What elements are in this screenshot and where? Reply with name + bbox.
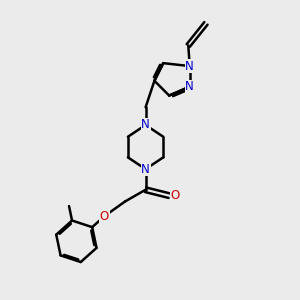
Text: N: N (141, 118, 150, 131)
Text: N: N (185, 80, 194, 93)
Text: O: O (100, 210, 109, 223)
Text: O: O (170, 189, 180, 202)
Text: N: N (141, 163, 150, 176)
Text: N: N (185, 60, 194, 73)
